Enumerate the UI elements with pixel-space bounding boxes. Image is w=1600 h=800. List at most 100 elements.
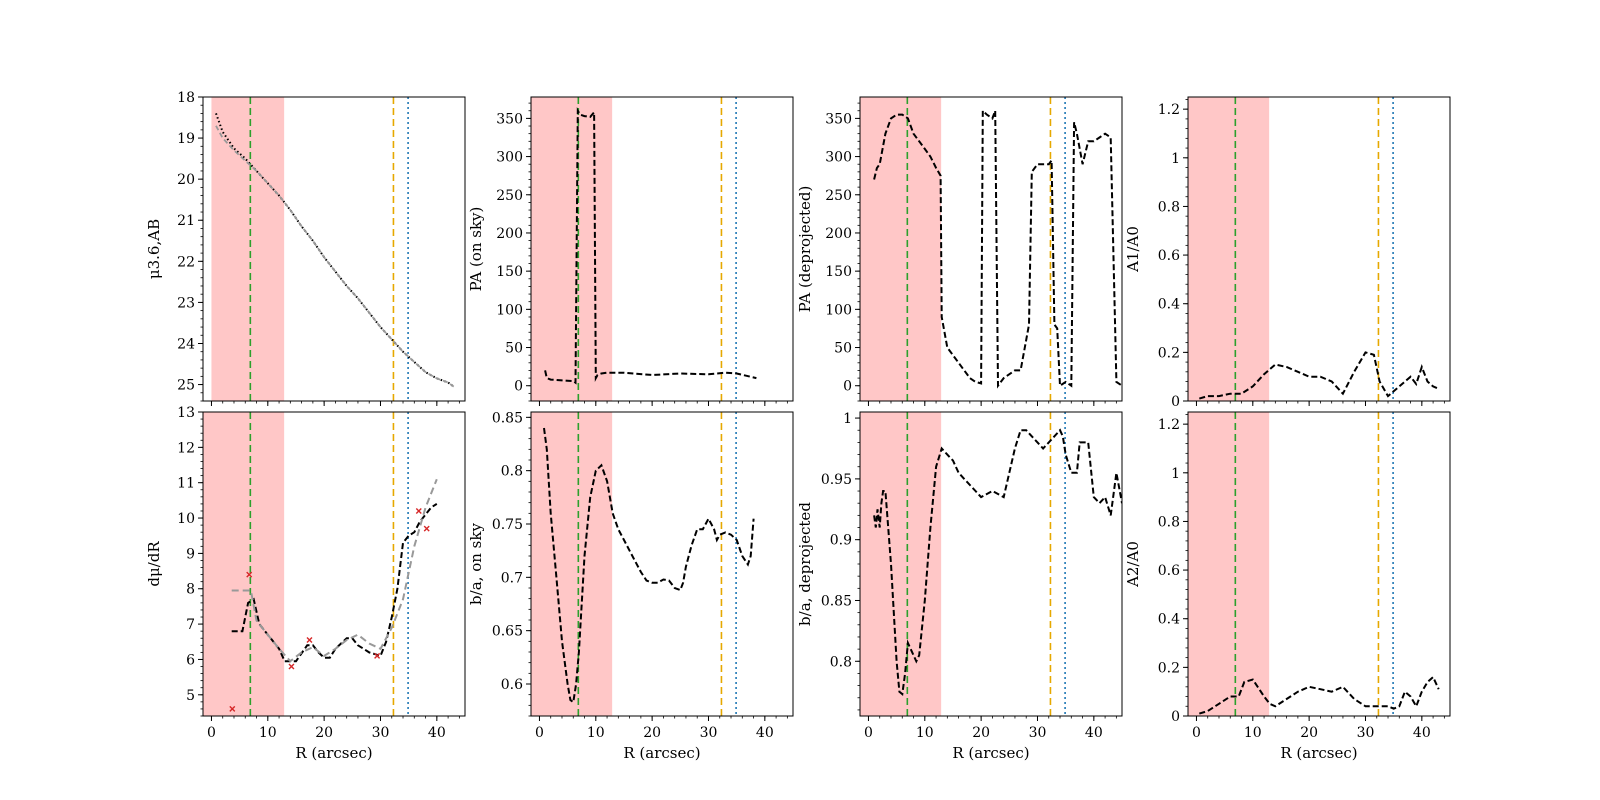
y-tick-label: 0.8 bbox=[1158, 514, 1180, 530]
shaded-region bbox=[860, 412, 942, 716]
y-axis-label: b/a, on sky bbox=[467, 523, 485, 605]
series-a2-a0 bbox=[1199, 675, 1440, 715]
y-tick-label: 1.2 bbox=[1158, 417, 1180, 433]
x-tick-label: 20 bbox=[972, 725, 990, 741]
x-tick-label: 10 bbox=[259, 725, 277, 741]
axes-frame bbox=[1187, 411, 1451, 717]
cross-marker bbox=[423, 525, 430, 532]
y-tick-label: 13 bbox=[177, 405, 195, 421]
panel-top-4: 0 0.2 0.4 0.6 0.8 1 1.2 A1/A0 bbox=[1124, 96, 1451, 410]
y-tick-label: 23 bbox=[177, 295, 195, 311]
series-b-a-deprojected bbox=[873, 428, 1122, 697]
series-smoothed bbox=[231, 478, 438, 663]
y-tick-label: 0.2 bbox=[1158, 345, 1180, 361]
x-tick-label: 30 bbox=[1357, 725, 1375, 741]
x-tick-label: 20 bbox=[643, 725, 661, 741]
cross-marker bbox=[374, 652, 381, 659]
panel-top-3: 0 50 100 150 200 250 300 350 PA (deprojected) bbox=[796, 96, 1123, 406]
series-gradient bbox=[231, 503, 438, 663]
y-tick-label: 300 bbox=[496, 150, 523, 166]
y-axis-label: PA (deprojected) bbox=[796, 186, 814, 313]
y-tick-label: 50 bbox=[505, 341, 523, 357]
axes-frame bbox=[202, 411, 466, 717]
y-tick-label: 1 bbox=[843, 411, 852, 427]
x-tick-label: 0 bbox=[864, 725, 873, 741]
series-b-a-on-sky bbox=[543, 427, 755, 704]
y-tick-label: 11 bbox=[177, 476, 195, 492]
cross-marker bbox=[415, 507, 422, 514]
y-tick-label: 7 bbox=[186, 617, 195, 633]
axes-frame bbox=[530, 411, 794, 717]
panel-top-1: 18 19 20 21 22 23 24 25 μ3.6,AB bbox=[145, 90, 466, 406]
y-tick-label: 22 bbox=[177, 254, 195, 270]
y-tick-label: 0.85 bbox=[492, 410, 523, 426]
y-tick-label: 0.6 bbox=[1158, 563, 1180, 579]
plot-area bbox=[860, 412, 1122, 716]
plot-area bbox=[531, 97, 757, 401]
shaded-region bbox=[211, 97, 285, 401]
x-tick-label: 40 bbox=[1413, 725, 1431, 741]
y-tick-label: 0.6 bbox=[1158, 248, 1180, 264]
y-axis-label: A1/A0 bbox=[1124, 226, 1142, 273]
y-tick-label: 1.2 bbox=[1158, 102, 1180, 118]
y-tick-label: 0 bbox=[1171, 709, 1180, 725]
x-tick-label: 30 bbox=[700, 725, 718, 741]
x-axis-label: R (arcsec) bbox=[623, 744, 700, 762]
y-tick-label: 0.75 bbox=[492, 517, 523, 533]
x-tick-label: 10 bbox=[1244, 725, 1262, 741]
y-tick-label: 18 bbox=[177, 90, 195, 106]
y-tick-label: 0 bbox=[1171, 394, 1180, 410]
axes-frame bbox=[859, 96, 1123, 402]
shaded-region bbox=[860, 97, 942, 401]
shaded-region bbox=[531, 97, 613, 401]
y-tick-label: 150 bbox=[825, 264, 852, 280]
shaded-region bbox=[1188, 412, 1270, 716]
x-tick-label: 20 bbox=[315, 725, 333, 741]
x-tick-label: 10 bbox=[916, 725, 934, 741]
y-tick-label: 250 bbox=[825, 188, 852, 204]
x-tick-label: 0 bbox=[535, 725, 544, 741]
y-tick-label: 350 bbox=[825, 111, 852, 127]
plot-area bbox=[203, 412, 438, 716]
series-model bbox=[215, 125, 455, 388]
y-tick-label: 100 bbox=[825, 302, 852, 318]
y-tick-label: 200 bbox=[825, 226, 852, 242]
x-axis-label: R (arcsec) bbox=[1280, 744, 1357, 762]
panel-bottom-1: 5 6 7 8 9 10 11 12 13 0 10 20 30 40 R (arcsec) dμ/dR bbox=[145, 405, 466, 762]
y-tick-label: 350 bbox=[496, 111, 523, 127]
plot-area bbox=[1188, 412, 1440, 716]
x-tick-label: 0 bbox=[1192, 725, 1201, 741]
y-tick-label: 0.8 bbox=[501, 464, 523, 480]
x-tick-label: 20 bbox=[1300, 725, 1318, 741]
y-tick-label: 150 bbox=[496, 264, 523, 280]
y-axis-label: μ3.6,AB bbox=[145, 219, 163, 279]
y-tick-label: 1 bbox=[1171, 151, 1180, 167]
x-tick-label: 30 bbox=[1029, 725, 1047, 741]
y-tick-label: 0.2 bbox=[1158, 660, 1180, 676]
y-tick-label: 0.85 bbox=[821, 593, 852, 609]
plot-area bbox=[531, 412, 755, 716]
series-pa-deprojected bbox=[873, 108, 1122, 389]
y-tick-label: 0.65 bbox=[492, 624, 523, 640]
y-tick-label: 5 bbox=[186, 688, 195, 704]
y-tick-label: 300 bbox=[825, 150, 852, 166]
y-tick-label: 0.8 bbox=[1158, 199, 1180, 215]
y-tick-label: 0.7 bbox=[501, 570, 523, 586]
y-tick-label: 0.6 bbox=[501, 677, 523, 693]
y-tick-label: 25 bbox=[177, 378, 195, 394]
shaded-region bbox=[203, 412, 285, 716]
series-pa-on-sky bbox=[544, 106, 757, 385]
x-axis-label: R (arcsec) bbox=[952, 744, 1029, 762]
plot-area bbox=[1188, 97, 1440, 401]
cross-marker bbox=[306, 637, 313, 643]
y-axis-label: PA (on sky) bbox=[467, 207, 485, 292]
shaded-region bbox=[531, 412, 613, 716]
y-axis-label: A2/A0 bbox=[1124, 541, 1142, 588]
y-tick-label: 0.4 bbox=[1158, 612, 1180, 628]
cross-marker bbox=[288, 663, 295, 670]
x-axis-label: R (arcsec) bbox=[295, 744, 372, 762]
panel-top-2: 0 50 100 150 200 250 300 350 PA (on sky) bbox=[467, 96, 794, 406]
y-tick-label: 24 bbox=[177, 336, 195, 352]
y-tick-label: 0 bbox=[843, 379, 852, 395]
